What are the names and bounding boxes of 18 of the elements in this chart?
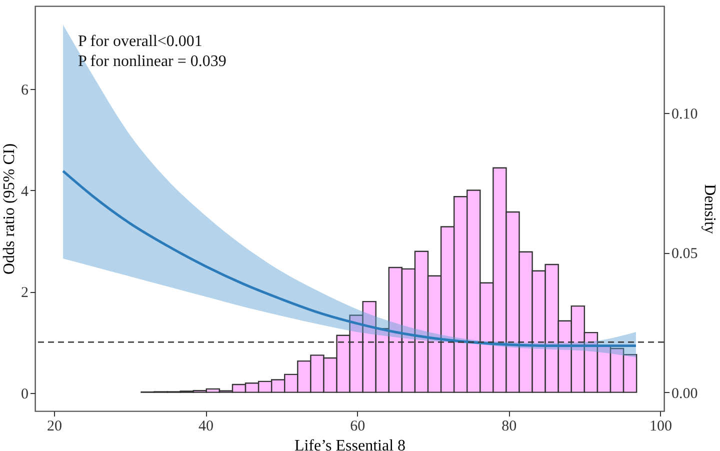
x-tick-label: 60 [350,418,366,434]
y2-tick-label: 0.10 [672,106,698,123]
y2-tick-label: 0.05 [672,246,698,262]
y-tick-label: 6 [21,82,29,99]
line-series [62,170,638,347]
y-tick-label: 0 [21,386,28,402]
x-tick-label: 40 [198,418,214,434]
y-tick-label: 4 [21,184,29,200]
annotation: P for nonlinear = 0.039 [78,53,226,70]
x-tick-label: 20 [46,418,62,434]
y2-tick-label: 0.00 [672,386,698,402]
annotation: P for overall<0.001 [78,33,202,50]
y2-axis-title: Density [700,184,718,234]
x-tick-label: 100 [649,418,672,434]
x-axis-title: Life’s Essential 8 [294,438,406,451]
x-tick-label: 80 [502,418,517,434]
y-tick-label: 2 [21,285,28,302]
y-axis-title: Odds ratio (95% CI) [1,143,18,275]
